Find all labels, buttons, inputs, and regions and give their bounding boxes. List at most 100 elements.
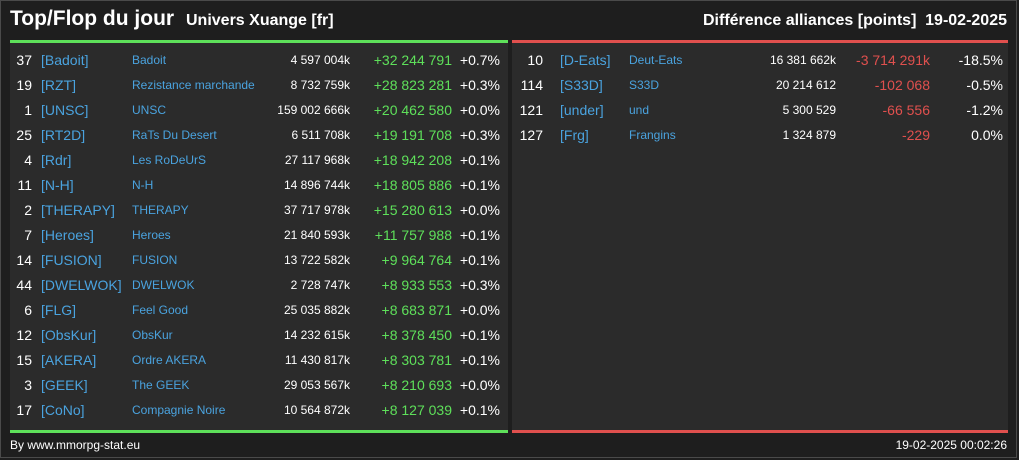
alliance-name-link[interactable]: Badoit (132, 53, 167, 67)
percent-cell: +0.0% (459, 302, 500, 318)
diff-cell: -102 068 (874, 77, 930, 93)
rank-cell: 19 (16, 77, 32, 93)
points-cell: 37 717 978k (283, 203, 350, 217)
percent-cell: +0.1% (459, 327, 500, 343)
footer-timestamp: 19-02-2025 00:02:26 (895, 438, 1007, 452)
points-cell: 10 564 872k (283, 403, 350, 417)
alliance-name-link[interactable]: und (629, 103, 650, 117)
flop-row: 10 [D-Eats] Deut-Eats 16 381 662k -3 714 291… (512, 48, 1008, 73)
alliance-name-link[interactable]: Frangins (629, 128, 676, 142)
alliance-tag-link[interactable]: [under] (560, 102, 604, 118)
rank-cell: 44 (16, 277, 32, 293)
points-cell: 29 053 567k (283, 378, 350, 392)
rank-cell: 17 (16, 402, 32, 418)
diff-cell: +32 244 791 (373, 52, 452, 68)
alliance-tag-link[interactable]: [RZT] (41, 77, 76, 93)
alliance-tag-link[interactable]: [Rdr] (41, 152, 72, 168)
top-row: 25 [RT2D] RaTs Du Desert 6 511 708k +19 191 … (10, 123, 508, 148)
alliance-tag-link[interactable]: [Frg] (560, 127, 589, 143)
percent-cell: 0.0% (971, 127, 1003, 143)
rank-cell: 15 (16, 352, 32, 368)
rank-cell: 7 (24, 227, 32, 243)
percent-cell: +0.7% (459, 52, 500, 68)
rank-cell: 37 (16, 52, 32, 68)
alliance-name-link[interactable]: S33D (629, 78, 660, 92)
points-cell: 2 728 747k (290, 278, 350, 292)
alliance-tag-link[interactable]: [S33D] (560, 77, 603, 93)
alliance-tag-link[interactable]: [CoNo] (41, 402, 85, 418)
alliance-name-link[interactable]: Ordre AKERA (132, 353, 207, 367)
points-cell: 11 430 817k (284, 353, 350, 367)
alliance-name-link[interactable]: Rezistance marchande (132, 78, 255, 92)
percent-cell: +0.3% (459, 127, 500, 143)
header-date: 19-02-2025 (925, 12, 1007, 29)
points-cell: 16 381 662k (769, 53, 836, 67)
alliance-name-link[interactable]: Heroes (132, 228, 171, 242)
top-row: 37 [Badoit] Badoit 4 597 004k +32 244 791 +0.… (10, 48, 508, 73)
alliance-name-link[interactable]: RaTs Du Desert (132, 128, 217, 142)
percent-cell: -0.5% (966, 77, 1003, 93)
diff-cell: +11 757 988 (374, 227, 452, 243)
percent-cell: -1.2% (966, 102, 1003, 118)
alliance-tag-link[interactable]: [GEEK] (41, 377, 88, 393)
diff-cell: +28 823 281 (373, 77, 452, 93)
top-row: 15 [AKERA] Ordre AKERA 11 430 817k +8 303 78… (10, 348, 508, 373)
header: Top/Flop du jour Univers Xuange [fr] Dif… (0, 0, 1019, 40)
rank-cell: 127 (519, 127, 543, 143)
flop-panel: 10 [D-Eats] Deut-Eats 16 381 662k -3 714 291… (512, 40, 1008, 433)
alliance-name-link[interactable]: The GEEK (132, 378, 190, 392)
percent-cell: -18.5% (958, 52, 1003, 68)
alliance-name-link[interactable]: Feel Good (132, 303, 189, 317)
points-cell: 1 324 879 (782, 128, 836, 142)
alliance-tag-link[interactable]: [Heroes] (41, 227, 94, 243)
points-cell: 27 117 968k (284, 153, 350, 167)
alliance-tag-link[interactable]: [N-H] (41, 177, 74, 193)
alliance-name-link[interactable]: Les RoDeUrS (132, 153, 207, 167)
diff-cell: -229 (901, 127, 930, 143)
rank-cell: 1 (24, 102, 32, 118)
rank-cell: 2 (24, 202, 32, 218)
points-cell: 14 896 744k (283, 178, 350, 192)
alliance-name-link[interactable]: UNSC (132, 103, 167, 117)
points-cell: 14 232 615k (283, 328, 350, 342)
rank-cell: 14 (16, 252, 32, 268)
points-cell: 8 732 759k (290, 78, 350, 92)
flop-row: 127 [Frg] Frangins 1 324 879 -229 0.0% (512, 123, 1008, 148)
page-title: Top/Flop du jour (10, 7, 175, 30)
alliance-tag-link[interactable]: [ObsKur] (41, 327, 97, 343)
percent-cell: +0.1% (459, 402, 500, 418)
rank-cell: 11 (17, 177, 32, 193)
alliance-tag-link[interactable]: [THERAPY] (41, 202, 115, 218)
percent-cell: +0.0% (459, 377, 500, 393)
alliance-name-link[interactable]: DWELWOK (132, 278, 195, 292)
alliance-name-link[interactable]: Deut-Eats (629, 53, 683, 67)
alliance-tag-link[interactable]: [Badoit] (41, 52, 89, 68)
alliance-name-link[interactable]: ObsKur (132, 328, 173, 342)
alliance-tag-link[interactable]: [AKERA] (41, 352, 97, 368)
alliance-tag-link[interactable]: [D-Eats] (560, 52, 611, 68)
alliance-name-link[interactable]: Compagnie Noire (132, 403, 226, 417)
alliance-tag-link[interactable]: [RT2D] (41, 127, 86, 143)
alliance-tag-link[interactable]: [FLG] (41, 302, 77, 318)
diff-cell: +8 303 781 (381, 352, 452, 368)
universe-label: Univers Xuange [fr] (186, 12, 334, 29)
diff-cell: +8 683 871 (381, 302, 452, 318)
footer-credit-link[interactable]: By www.mmorpg-stat.eu (10, 438, 141, 452)
alliance-name-link[interactable]: THERAPY (132, 203, 189, 217)
alliance-name-link[interactable]: N-H (132, 178, 154, 192)
diff-cell: +20 462 580 (373, 102, 452, 118)
top-row: 6 [FLG] Feel Good 25 035 882k +8 683 871 +0.0… (10, 298, 508, 323)
alliance-tag-link[interactable]: [DWELWOK] (41, 277, 122, 293)
points-cell: 5 300 529 (782, 103, 836, 117)
alliance-name-link[interactable]: FUSION (132, 253, 178, 267)
diff-cell: -3 714 291k (856, 52, 930, 68)
alliance-tag-link[interactable]: [FUSION] (41, 252, 102, 268)
flop-row: 114 [S33D] S33D 20 214 612 -102 068 -0.5% (512, 73, 1008, 98)
rank-cell: 121 (519, 102, 543, 118)
percent-cell: +0.3% (459, 277, 500, 293)
rank-cell: 12 (16, 327, 32, 343)
percent-cell: +0.1% (459, 152, 500, 168)
alliance-tag-link[interactable]: [UNSC] (41, 102, 89, 118)
percent-cell: +0.1% (459, 352, 500, 368)
